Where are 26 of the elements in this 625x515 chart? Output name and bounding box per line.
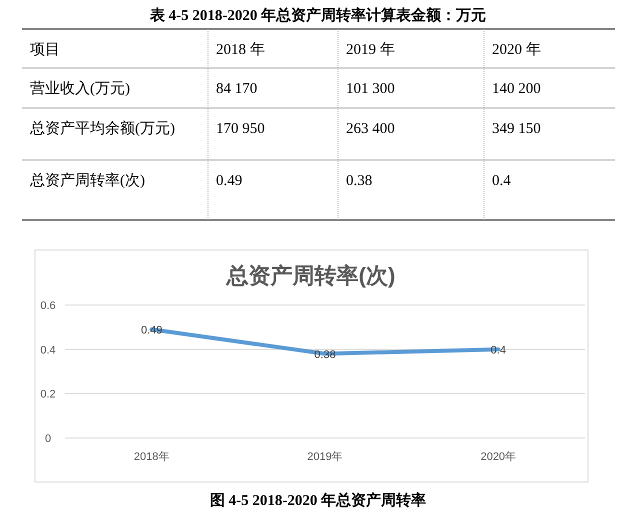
text: 349 150 [492, 121, 541, 137]
category-label: 营业收入(万元) [30, 81, 130, 97]
x-tick-label: 2018年 [134, 451, 170, 463]
x-tick-label: 2020年 [480, 451, 516, 463]
caption: 图 4-5 2018-2020 年总资产周转率 [210, 491, 426, 509]
chart-title: 总资产周转率(次) [226, 263, 396, 288]
text: 101 300 [346, 81, 395, 97]
category-label: 2020 年 [492, 41, 541, 58]
x-tick-label: 2019年 [307, 451, 343, 463]
text: 表 4-5 2018-2020 年总资产周转率计算表金额：万元 [148, 6, 486, 24]
category-label: 总资产周转率(次) [30, 173, 145, 189]
y-tick-label: 0.4 [40, 344, 56, 356]
category-label: 2018 年 [216, 41, 265, 58]
text: 140 200 [492, 81, 541, 97]
category-label: 项目 [30, 42, 60, 58]
y-tick-label: 0 [44, 433, 52, 445]
text: 84 170 [216, 81, 258, 97]
text: 263 400 [346, 121, 395, 137]
y-tick-label: 0.6 [40, 300, 56, 312]
data-label: 0.4 [492, 173, 512, 189]
data-label: 0.38 [346, 173, 372, 189]
y-tick-label: 0.2 [40, 388, 56, 401]
text: 170 950 [216, 121, 265, 137]
data-label: 0.49 [216, 173, 242, 189]
category-label: 2019 年 [346, 41, 395, 58]
category-label: 总资产平均余额(万元) [30, 121, 175, 137]
